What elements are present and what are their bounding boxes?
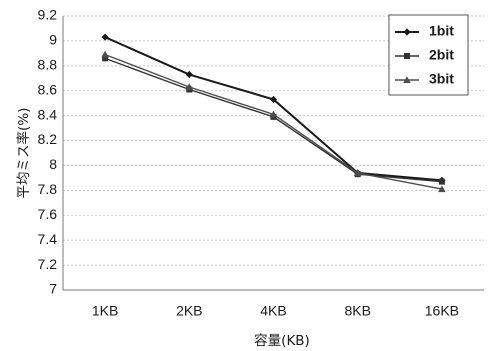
- x-axis-label: 容量(KB): [254, 332, 310, 349]
- y-tick-label: 8.2: [38, 131, 58, 147]
- series-3bit: [101, 50, 446, 193]
- legend-marker: [403, 76, 411, 84]
- data-point: [101, 33, 109, 41]
- y-tick-label: 7.8: [38, 181, 58, 197]
- y-tick-label: 8.6: [38, 81, 58, 97]
- data-point: [438, 185, 446, 193]
- data-point: [185, 83, 194, 91]
- data-point: [438, 178, 445, 185]
- x-tick-label: 8KB: [344, 303, 370, 319]
- y-tick-label: 7.2: [38, 256, 58, 272]
- y-tick-label: 9: [49, 32, 57, 48]
- data-point: [269, 95, 278, 104]
- data-series: [101, 33, 446, 193]
- x-tick-label: 4KB: [260, 303, 286, 319]
- y-axis-label: 平均ミス率(%): [15, 108, 32, 199]
- legend-label: 1bit: [429, 23, 454, 39]
- y-tick-label: 7: [49, 281, 57, 297]
- x-tick-label: 2KB: [176, 303, 202, 319]
- y-tick-label: 8.4: [38, 106, 58, 122]
- data-point: [269, 110, 278, 118]
- y-tick-label: 9.2: [38, 7, 58, 23]
- y-tick-label: 7.6: [38, 206, 58, 222]
- legend-box: [388, 14, 469, 96]
- x-tick-label: 1KB: [92, 303, 118, 319]
- y-tick-label: 8: [49, 156, 57, 172]
- data-point: [102, 55, 109, 62]
- legend-marker: [404, 53, 410, 59]
- x-axis-ticks: 1KB 2KB 4KB 8KB 16KB: [92, 303, 459, 319]
- y-tick-label: 7.4: [38, 231, 58, 247]
- legend: 1bit 2bit 3bit: [388, 14, 469, 96]
- x-tick-label: 16KB: [425, 303, 459, 319]
- y-tick-label: 8.8: [38, 57, 58, 73]
- legend-label: 3bit: [429, 71, 454, 87]
- y-axis-ticks: 7 7.2 7.4 7.6 7.8 8 8.2 8.4 8.6 8.8 9 9.2: [38, 7, 58, 297]
- data-point: [353, 169, 362, 176]
- data-point: [185, 70, 193, 79]
- data-point: [101, 50, 109, 58]
- legend-marker: [403, 28, 411, 36]
- gridlines: [62, 15, 484, 291]
- legend-label: 2bit: [429, 47, 454, 63]
